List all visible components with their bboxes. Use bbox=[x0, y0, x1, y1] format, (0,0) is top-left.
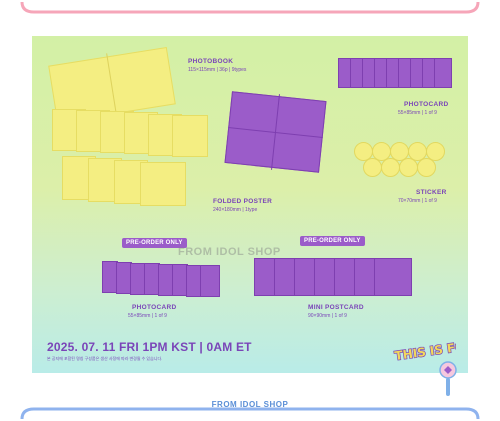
photobook-spec: 115×115mm | 36p | 9types bbox=[188, 67, 247, 73]
preorder-badge-photocard: PRE-ORDER ONLY bbox=[122, 238, 187, 248]
top-frame-decoration bbox=[20, 1, 480, 14]
sticker-item bbox=[399, 158, 418, 177]
release-notice: 본 공지에 포함된 명칭 구성품은 생산 사정에 따라 변경될 수 있습니다. bbox=[47, 356, 163, 361]
sticker-label: STICKER bbox=[416, 189, 447, 196]
preorder-photocard-spec: 55×85mm | 1 of 9 bbox=[128, 313, 167, 319]
folded-poster-spec: 240×180mm | 1type bbox=[213, 207, 258, 213]
photobook-page bbox=[140, 162, 186, 206]
bottom-frame-decoration bbox=[20, 407, 480, 420]
mini-postcard-item bbox=[374, 258, 412, 296]
sticker-item bbox=[363, 158, 382, 177]
photocard-spec: 55×85mm | 1 of 9 bbox=[398, 110, 437, 116]
sticker-item bbox=[381, 158, 400, 177]
photobook-label: PHOTOBOOK bbox=[188, 58, 234, 65]
sticker-item bbox=[426, 142, 445, 161]
preorder-badge-postcard: PRE-ORDER ONLY bbox=[300, 236, 365, 246]
top-frame-line bbox=[20, 1, 480, 14]
lightstick-icon bbox=[439, 361, 457, 396]
bottom-frame-line bbox=[20, 407, 480, 420]
photocard-label: PHOTOCARD bbox=[404, 101, 449, 108]
preorder-photocard-label: PHOTOCARD bbox=[132, 304, 177, 311]
sticker-item bbox=[417, 158, 436, 177]
footer-shop-name: FROM IDOL SHOP bbox=[211, 400, 289, 409]
photobook-page bbox=[172, 115, 208, 157]
photocard-item bbox=[434, 58, 452, 88]
preorder-photocard-item bbox=[200, 265, 220, 297]
sticker-spec: 70×70mm | 1 of 9 bbox=[398, 198, 437, 204]
mini-postcard-label: MINI POSTCARD bbox=[308, 304, 364, 311]
release-date: 2025. 07. 11 FRI 1PM KST | 0AM ET bbox=[47, 340, 252, 354]
mini-postcard-spec: 90×90mm | 1 of 9 bbox=[308, 313, 347, 319]
folded-poster-label: FOLDED POSTER bbox=[213, 198, 273, 205]
this-is-for-logo: THIS IS FOR bbox=[393, 337, 456, 363]
album-components-panel: PHOTOBOOK 115×115mm | 36p | 9types FOLDE… bbox=[32, 36, 468, 373]
watermark: FROM IDOL SHOP bbox=[178, 246, 281, 258]
